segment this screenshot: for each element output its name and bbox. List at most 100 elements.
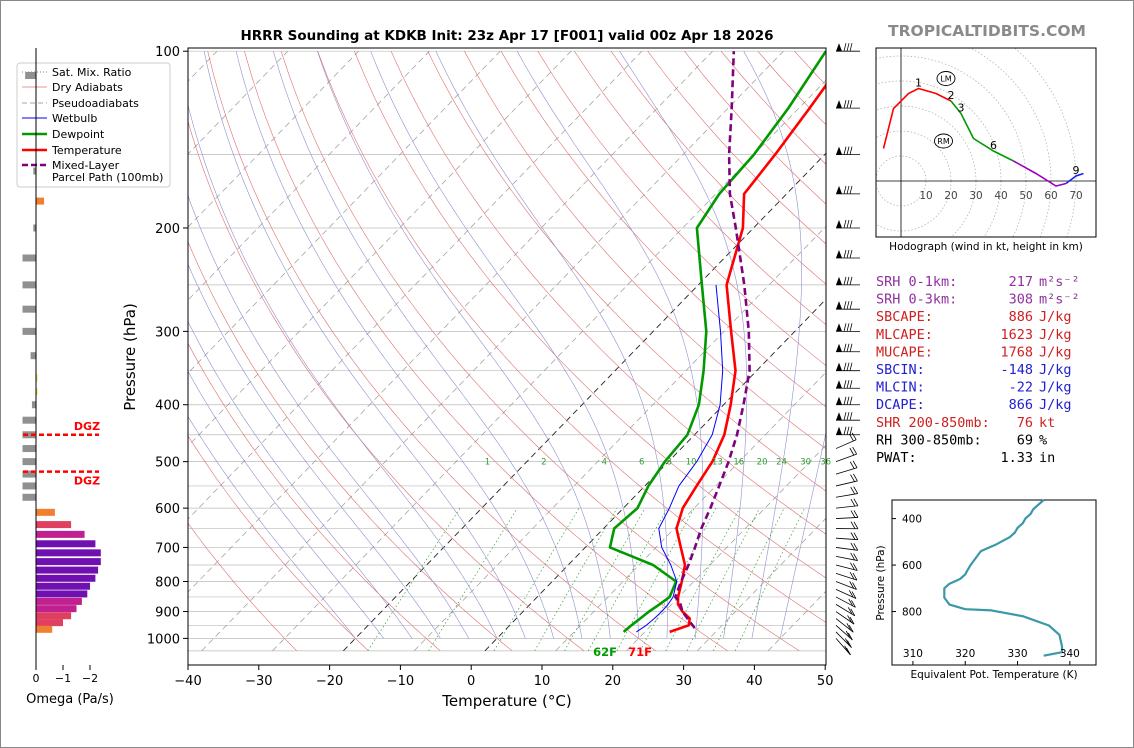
index-row: SHR 200-850mb: 76 kt (876, 415, 1055, 431)
wind-barb-flag (836, 323, 842, 332)
index-unit: m²s⁻² (1039, 274, 1080, 290)
hodograph-ring-label: 40 (994, 190, 1007, 202)
hodograph: 10 20 30 40 50 60 70 1 23 6 9 LM RM Hodograph (wind … (875, 47, 1097, 253)
wind-barb-tick (846, 623, 852, 631)
mixing-ratio-line (493, 507, 580, 651)
wind-barb-tick (851, 432, 857, 440)
hodograph-ring-label: 30 (969, 190, 982, 202)
wind-barb-tick (843, 426, 847, 435)
wind-barb-tick (848, 590, 854, 598)
x-tick-label: 20 (605, 674, 622, 689)
index-label: MUCAPE: (876, 344, 933, 360)
index-label: SHR 200-850mb: (876, 415, 990, 431)
pseudoadiabat-line (235, 51, 554, 639)
index-label: MLCIN: (876, 380, 925, 396)
hodograph-height-label: 1 (915, 77, 922, 90)
omega-bar (22, 445, 36, 453)
theta-e-x-tick-label: 320 (955, 648, 975, 660)
x-tick-label: −40 (174, 674, 201, 689)
surface-dewpoint-label: 62F (593, 645, 617, 659)
wind-barb-shaft (835, 547, 858, 551)
index-unit: J/kg (1039, 309, 1072, 325)
wind-barb-tick (846, 276, 850, 285)
wind-barb-tick (843, 146, 847, 155)
wind-barb-tick (852, 446, 858, 455)
dry-adiabat-line (244, 51, 728, 652)
dry-adiabat-line (207, 51, 656, 652)
omega-bar (33, 167, 36, 175)
wind-barb (835, 638, 851, 656)
hodograph-caption: Hodograph (wind in kt, height in km) (889, 241, 1083, 253)
wind-barb-tick (843, 43, 847, 52)
omega-bar (22, 327, 36, 335)
wind-barb-shaft (835, 555, 858, 561)
wind-barb-tick (853, 486, 859, 494)
wind-barb (836, 396, 860, 406)
pseudoadiabat-line (317, 51, 611, 639)
wind-barb-shaft (835, 564, 858, 571)
wind-barb (836, 100, 860, 109)
index-row: MLCAPE: 1623 J/kg (876, 327, 1072, 343)
x-tick-label: 10 (534, 674, 551, 689)
wind-barb-tick (843, 219, 847, 229)
omega-bar (22, 305, 36, 313)
index-unit: in (1039, 450, 1055, 466)
wind-barb-tick (849, 323, 853, 332)
wind-barb-flag (836, 276, 842, 285)
omega-bar (36, 540, 96, 548)
mixing-ratio-label: 13 (712, 458, 723, 468)
mixing-ratio-line (734, 507, 805, 651)
wind-barb-tick (852, 572, 858, 581)
theta-e-y-tick-label: 800 (902, 607, 922, 619)
theta-e-x-tick-label: 330 (1008, 648, 1028, 660)
index-row: MLCIN: -22 J/kg (876, 380, 1072, 396)
hodograph-ring-label: 70 (1069, 190, 1082, 202)
pseudoadiabat-line (203, 51, 526, 639)
wind-barb-tick (847, 607, 853, 615)
omega-bar (36, 582, 90, 590)
wind-barb-tick (852, 460, 858, 468)
omega-tick-label: 0 (33, 672, 40, 685)
legend-label2-parcel: Parcel Path (100mb) (52, 171, 163, 184)
wind-barb (835, 473, 858, 487)
legend-label-pseudoadiabats: Pseudoadiabats (52, 97, 139, 110)
mixing-ratio-label: 8 (667, 458, 672, 468)
wind-barb-tick (847, 640, 852, 648)
pseudoadiabat-line (188, 104, 498, 639)
wind-barb-tick (853, 521, 859, 529)
chart-title: HRRR Sounding at KDKB Init: 23z Apr 17 [… (240, 28, 773, 44)
wetbulb-line (636, 284, 724, 633)
wind-barb-flag (836, 380, 842, 389)
omega-bar (22, 416, 36, 424)
index-row: DCAPE: 866 J/kg (876, 397, 1072, 413)
index-value: 866 (1009, 397, 1033, 413)
surface-temperature-label: 71F (628, 645, 652, 659)
wind-barb (835, 510, 859, 519)
index-label: DCAPE: (876, 397, 925, 413)
wind-barb-tick (849, 185, 853, 195)
wind-barb-tick (850, 552, 856, 561)
wind-barb (836, 276, 860, 286)
pseudoadiabat-line (619, 51, 748, 639)
skew-t-diagram: 1 2 4 6 8 10 13 16 20 24 30 36 −40 −30 −20 −10 0 10 20 30 4… (121, 45, 833, 710)
mixing-ratio-line (534, 507, 618, 651)
wind-barb (835, 625, 853, 641)
wind-barb-tick (849, 571, 855, 580)
wind-barb (835, 596, 856, 608)
hodograph-frame (875, 47, 1097, 238)
legend-label-wetbulb: Wetbulb (52, 112, 97, 125)
wind-barb (835, 604, 856, 617)
dry-adiabat-line (188, 435, 369, 652)
index-unit: J/kg (1039, 344, 1072, 360)
wind-barb-shaft (835, 467, 858, 475)
wind-barb-tick (848, 624, 854, 633)
temperature-line (669, 83, 826, 634)
wind-barb-tick (843, 323, 847, 332)
wind-barb-tick (848, 632, 853, 641)
wind-barb-tick (843, 249, 847, 259)
pseudoadiabat-line (188, 320, 413, 639)
wind-barb-tick (843, 362, 847, 371)
hodograph-ring-label: 50 (1019, 190, 1032, 202)
wind-barb-shaft (835, 453, 857, 463)
